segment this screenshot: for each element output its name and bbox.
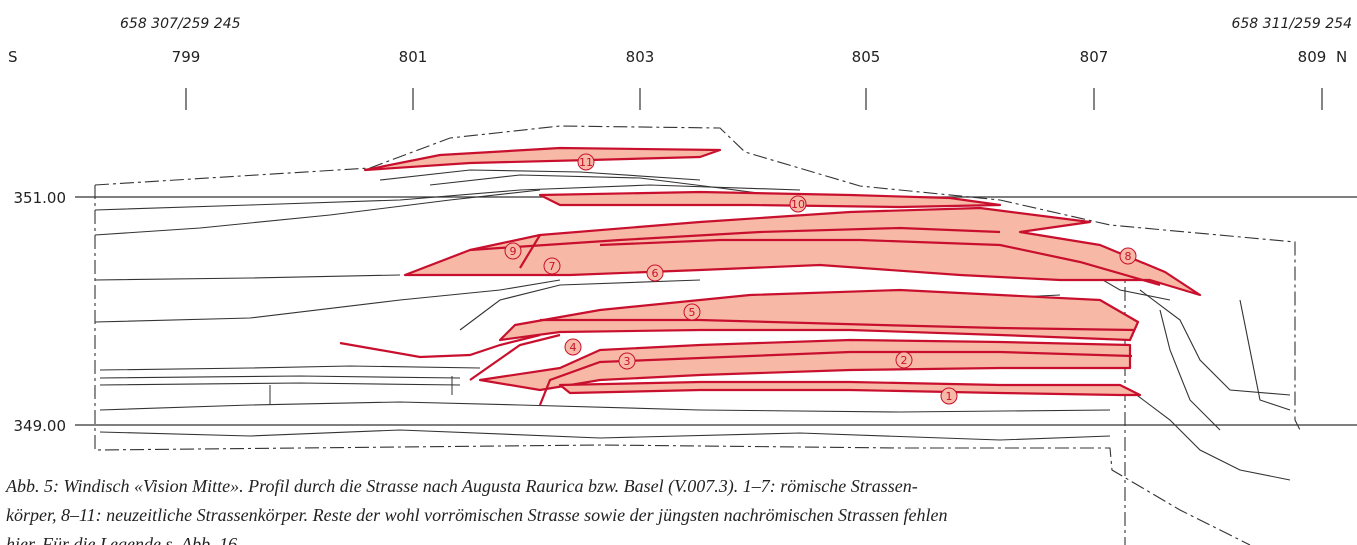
level-label: 349.00 [14, 417, 67, 435]
layers [339, 146, 1202, 406]
caption-line: hier. Für die Legende s. Abb. 16. [6, 534, 242, 545]
layer-marker [564, 338, 582, 356]
layer-marker [577, 153, 595, 171]
level-label: 351.00 [14, 189, 67, 207]
layer-marker [504, 242, 522, 260]
layer-marker [895, 351, 913, 369]
layer-number: 8 [1125, 250, 1132, 263]
layer-number: 1 [946, 390, 953, 403]
station-label: 809 [1298, 48, 1327, 66]
station-label: 801 [399, 48, 428, 66]
layer-number: 9 [510, 245, 517, 258]
direction: N [1336, 48, 1347, 66]
layer-marker [789, 195, 807, 213]
strata-lines [94, 169, 1291, 481]
outline [94, 125, 1301, 545]
coordinate: 658 307/259 245 [120, 16, 241, 32]
layer-marker [683, 303, 701, 321]
station-label: 799 [172, 48, 201, 66]
layer-number: 6 [652, 267, 659, 280]
layer-numbers: 1 2 3 4 5 6 7 8 9 10 11 [504, 153, 1137, 405]
layer-number: 10 [791, 198, 805, 211]
caption-line: Abb. 5: Windisch «Vision Mitte». Profil … [5, 476, 918, 497]
layer-marker [543, 257, 561, 275]
direction: S [8, 48, 18, 66]
layer-marker [1119, 247, 1137, 265]
layer-number: 4 [570, 341, 577, 354]
layer-marker [940, 387, 958, 405]
layer-number: 5 [689, 306, 696, 319]
layer-marker [646, 264, 664, 282]
layer-number: 2 [901, 354, 908, 367]
station-label: 803 [626, 48, 655, 66]
layer-number: 3 [624, 355, 631, 368]
layer-marker [618, 352, 636, 370]
layer-number: 7 [549, 260, 556, 273]
station-label: 805 [852, 48, 881, 66]
station-axis: 799 801 803 805 807 809 [172, 48, 1327, 110]
station-label: 807 [1080, 48, 1109, 66]
coordinate: 658 311/259 254 [1231, 16, 1352, 32]
layer-number: 11 [579, 156, 593, 169]
caption-line: körper, 8–11: neuzeitliche Strassenkörpe… [6, 505, 948, 525]
